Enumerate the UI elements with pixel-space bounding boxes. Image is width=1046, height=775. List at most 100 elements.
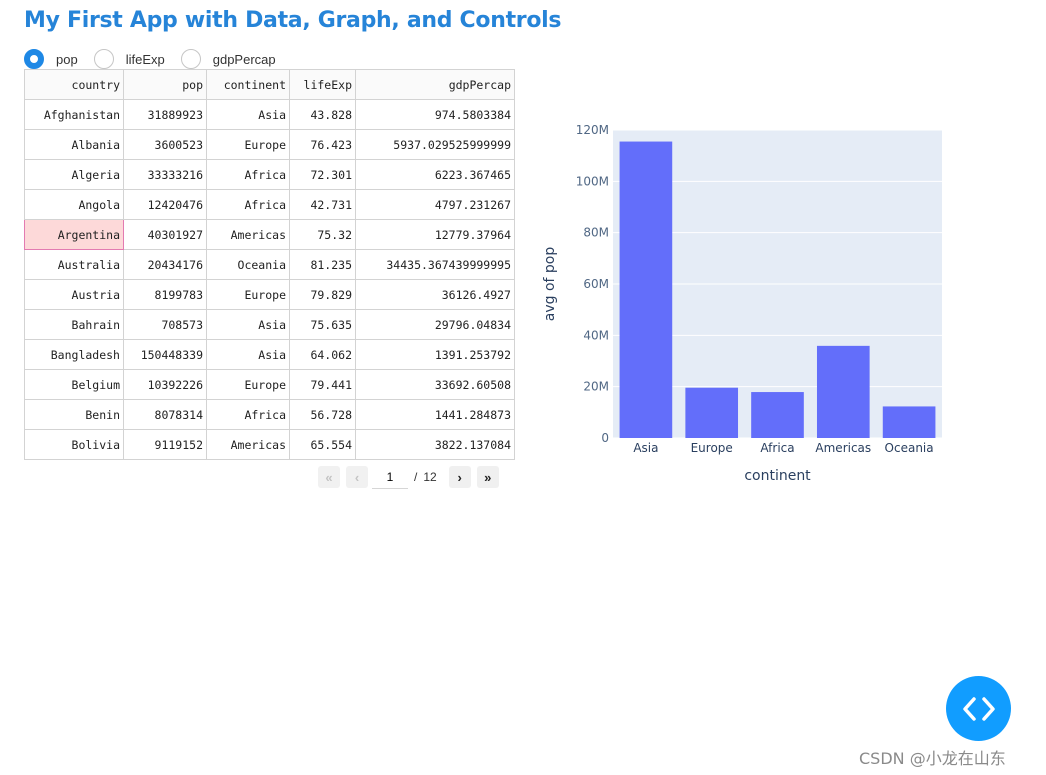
y-axis-title: avg of pop bbox=[542, 247, 558, 322]
table-cell-pop[interactable]: 708573 bbox=[123, 309, 207, 340]
x-tick-label: Americas bbox=[815, 441, 871, 455]
table-cell-country[interactable]: Benin bbox=[24, 399, 124, 430]
table-cell-lifeexp[interactable]: 42.731 bbox=[289, 189, 356, 220]
table-cell-country[interactable]: Belgium bbox=[24, 369, 124, 400]
table-cell-lifeexp[interactable]: 79.829 bbox=[289, 279, 356, 310]
table-cell-country[interactable]: Afghanistan bbox=[24, 99, 124, 130]
chevron-left-icon: ‹ bbox=[354, 469, 360, 485]
pagination: « ‹ / 12 › » bbox=[318, 465, 505, 489]
table-row[interactable]: Afghanistan 31889923 Asia 43.828 974.5803384 bbox=[24, 99, 515, 130]
table-cell-country[interactable]: Austria bbox=[24, 279, 124, 310]
last-page-button[interactable]: » bbox=[476, 466, 499, 488]
table-cell-continent[interactable]: Africa bbox=[206, 399, 290, 430]
table-row[interactable]: Argentina 40301927 Americas 75.32 12779.3796… bbox=[24, 219, 515, 250]
column-header[interactable]: continent bbox=[206, 69, 290, 100]
table-cell-country[interactable]: Bahrain bbox=[24, 309, 124, 340]
table-cell-gdppercap[interactable]: 974.5803384 bbox=[355, 99, 515, 130]
table-cell-gdppercap[interactable]: 5937.029525999999 bbox=[355, 129, 515, 160]
table-cell-pop[interactable]: 31889923 bbox=[123, 99, 207, 130]
table-cell-country[interactable]: Angola bbox=[24, 189, 124, 220]
table-header-row: country pop continent lifeExp gdpPercap bbox=[24, 69, 515, 100]
table-cell-country[interactable]: Australia bbox=[24, 249, 124, 280]
table-cell-gdppercap[interactable]: 12779.37964 bbox=[355, 219, 515, 250]
table-cell-pop[interactable]: 20434176 bbox=[123, 249, 207, 280]
y-tick-label: 80M bbox=[583, 226, 609, 240]
table-cell-pop[interactable]: 8199783 bbox=[123, 279, 207, 310]
current-page-input[interactable] bbox=[372, 465, 408, 489]
table-cell-lifeexp[interactable]: 43.828 bbox=[289, 99, 356, 130]
table-cell-lifeexp[interactable]: 65.554 bbox=[289, 429, 356, 460]
table-cell-continent[interactable]: Europe bbox=[206, 279, 290, 310]
radio-button-icon[interactable] bbox=[93, 49, 114, 69]
table-cell-continent[interactable]: Americas bbox=[206, 429, 290, 460]
table-row[interactable]: Benin 8078314 Africa 56.728 1441.284873 bbox=[24, 399, 515, 430]
previous-page-button[interactable]: ‹ bbox=[346, 466, 368, 488]
table-cell-pop[interactable]: 12420476 bbox=[123, 189, 207, 220]
table-cell-lifeexp[interactable]: 75.32 bbox=[289, 219, 356, 250]
table-cell-gdppercap[interactable]: 36126.4927 bbox=[355, 279, 515, 310]
radio-pop[interactable]: pop bbox=[24, 49, 78, 69]
table-cell-gdppercap[interactable]: 6223.367465 bbox=[355, 159, 515, 190]
table-cell-lifeexp[interactable]: 75.635 bbox=[289, 309, 356, 340]
table-row[interactable]: Australia 20434176 Oceania 81.235 34435.3674… bbox=[24, 249, 515, 280]
table-cell-continent[interactable]: Asia bbox=[206, 309, 290, 340]
table-row[interactable]: Austria 8199783 Europe 79.829 36126.4927 bbox=[24, 279, 515, 310]
column-header[interactable]: lifeExp bbox=[289, 69, 356, 100]
table-row[interactable]: Albania 3600523 Europe 76.423 5937.029525999… bbox=[24, 129, 515, 160]
column-header[interactable]: pop bbox=[123, 69, 207, 100]
table-cell-country[interactable]: Argentina bbox=[24, 219, 124, 250]
table-cell-gdppercap[interactable]: 1441.284873 bbox=[355, 399, 515, 430]
table-cell-pop[interactable]: 3600523 bbox=[123, 129, 207, 160]
x-axis-title: continent bbox=[744, 468, 811, 484]
table-cell-continent[interactable]: Oceania bbox=[206, 249, 290, 280]
radio-gdppercap[interactable]: gdpPercap bbox=[180, 49, 276, 69]
table-cell-pop[interactable]: 9119152 bbox=[123, 429, 207, 460]
table-cell-lifeexp[interactable]: 79.441 bbox=[289, 369, 356, 400]
table-cell-gdppercap[interactable]: 1391.253792 bbox=[355, 339, 515, 370]
table-cell-lifeexp[interactable]: 81.235 bbox=[289, 249, 356, 280]
table-cell-continent[interactable]: Europe bbox=[206, 129, 290, 160]
table-cell-continent[interactable]: Africa bbox=[206, 189, 290, 220]
table-cell-pop[interactable]: 33333216 bbox=[123, 159, 207, 190]
table-cell-gdppercap[interactable]: 4797.231267 bbox=[355, 189, 515, 220]
table-cell-gdppercap[interactable]: 33692.60508 bbox=[355, 369, 515, 400]
radio-button-checked-icon[interactable] bbox=[24, 49, 44, 69]
table-cell-continent[interactable]: Africa bbox=[206, 159, 290, 190]
table-cell-lifeexp[interactable]: 56.728 bbox=[289, 399, 356, 430]
radio-label: lifeExp bbox=[125, 51, 165, 67]
devtools-button[interactable] bbox=[946, 676, 1011, 741]
next-page-button[interactable]: › bbox=[448, 466, 471, 488]
table-cell-lifeexp[interactable]: 64.062 bbox=[289, 339, 356, 370]
radio-button-icon[interactable] bbox=[180, 49, 201, 69]
table-cell-country[interactable]: Bolivia bbox=[24, 429, 124, 460]
table-row[interactable]: Bolivia 9119152 Americas 65.554 3822.137084 bbox=[24, 429, 515, 460]
metric-radio-group: pop lifeExp gdpPercap bbox=[24, 49, 292, 69]
table-cell-country[interactable]: Bangladesh bbox=[24, 339, 124, 370]
table-cell-continent[interactable]: Asia bbox=[206, 339, 290, 370]
table-cell-gdppercap[interactable]: 3822.137084 bbox=[355, 429, 515, 460]
table-row[interactable]: Angola 12420476 Africa 42.731 4797.231267 bbox=[24, 189, 515, 220]
table-cell-pop[interactable]: 150448339 bbox=[123, 339, 207, 370]
column-header[interactable]: gdpPercap bbox=[355, 69, 515, 100]
radio-lifeexp[interactable]: lifeExp bbox=[93, 49, 165, 69]
table-cell-pop[interactable]: 10392226 bbox=[123, 369, 207, 400]
table-cell-gdppercap[interactable]: 34435.367439999995 bbox=[355, 249, 515, 280]
column-header[interactable]: country bbox=[24, 69, 124, 100]
table-row[interactable]: Belgium 10392226 Europe 79.441 33692.60508 bbox=[24, 369, 515, 400]
table-cell-country[interactable]: Algeria bbox=[24, 159, 124, 190]
table-row[interactable]: Bangladesh 150448339 Asia 64.062 1391.253792 bbox=[24, 339, 515, 370]
table-cell-country[interactable]: Albania bbox=[24, 129, 124, 160]
table-cell-gdppercap[interactable]: 29796.04834 bbox=[355, 309, 515, 340]
table-row[interactable]: Bahrain 708573 Asia 75.635 29796.04834 bbox=[24, 309, 515, 340]
first-page-button[interactable]: « bbox=[318, 466, 340, 488]
table-cell-pop[interactable]: 8078314 bbox=[123, 399, 207, 430]
radio-label: gdpPercap bbox=[212, 51, 276, 67]
table-cell-continent[interactable]: Americas bbox=[206, 219, 290, 250]
radio-label: pop bbox=[56, 51, 78, 67]
table-cell-continent[interactable]: Asia bbox=[206, 99, 290, 130]
table-row[interactable]: Algeria 33333216 Africa 72.301 6223.367465 bbox=[24, 159, 515, 190]
table-cell-continent[interactable]: Europe bbox=[206, 369, 290, 400]
table-cell-pop[interactable]: 40301927 bbox=[123, 219, 207, 250]
table-cell-lifeexp[interactable]: 72.301 bbox=[289, 159, 356, 190]
table-cell-lifeexp[interactable]: 76.423 bbox=[289, 129, 356, 160]
